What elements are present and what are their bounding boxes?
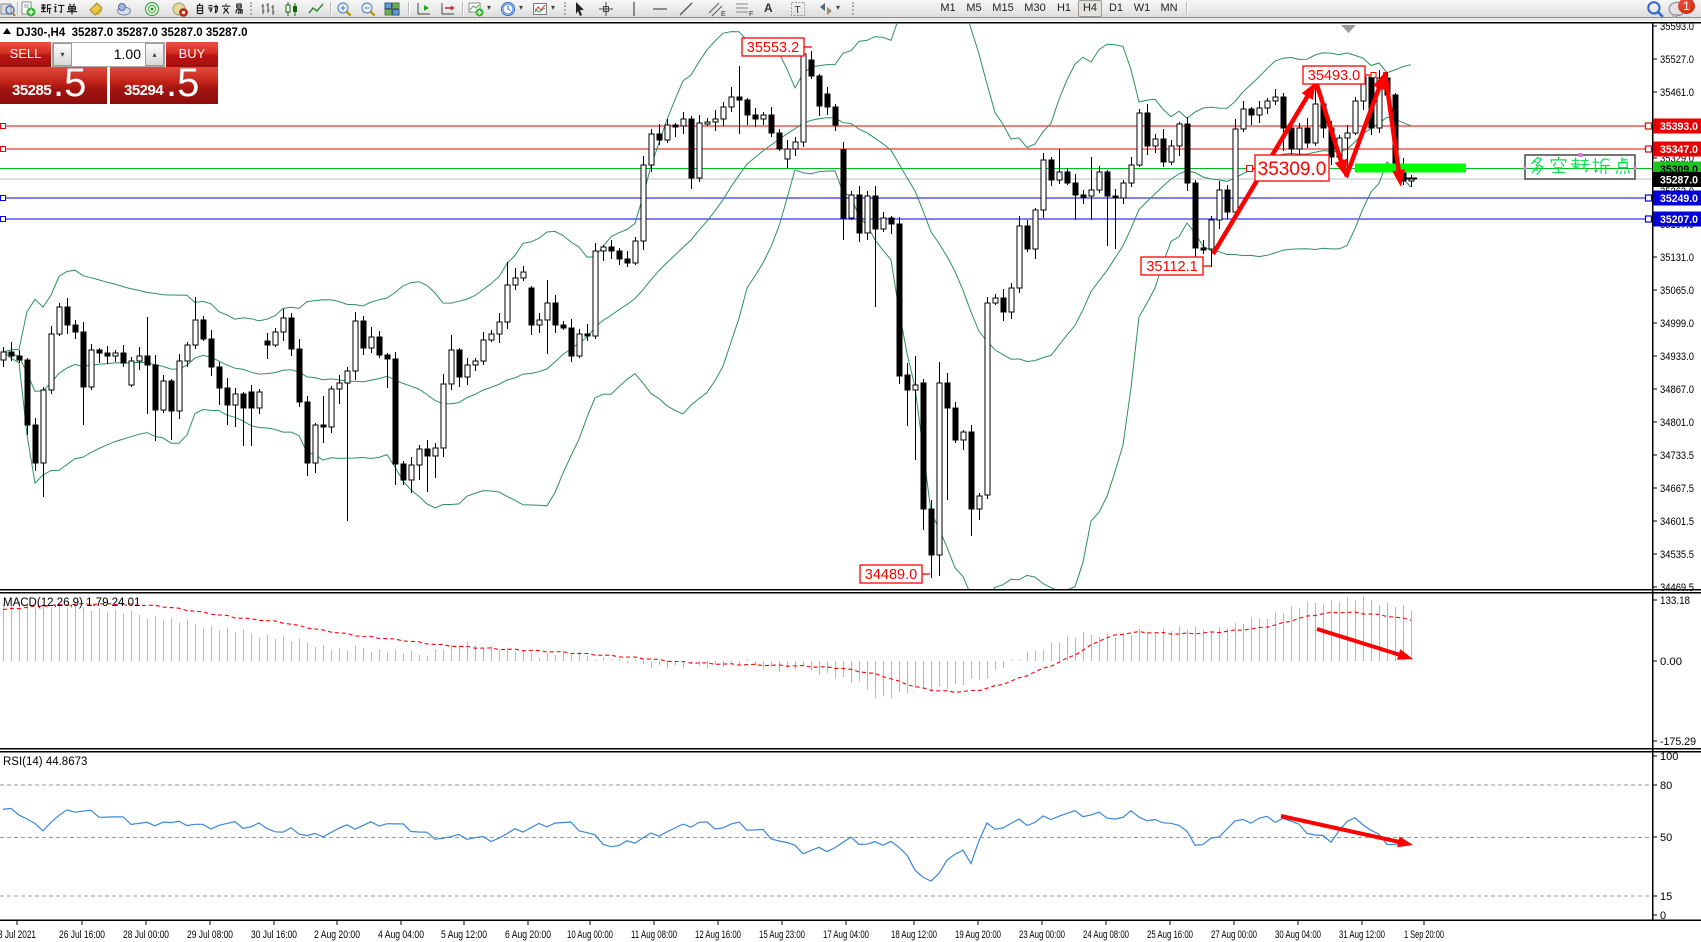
svg-text:35553.2: 35553.2: [747, 40, 799, 56]
svg-text:35347.0: 35347.0: [1660, 144, 1698, 156]
svg-text:133.18: 133.18: [1660, 595, 1690, 607]
svg-text:28 Jul 00:00: 28 Jul 00:00: [123, 929, 169, 941]
svg-text:31 Aug 12:00: 31 Aug 12:00: [1339, 929, 1385, 941]
svg-text:1 Sep 20:00: 1 Sep 20:00: [1404, 929, 1444, 941]
svg-text:MACD(12,26,9) 1.79 24.01: MACD(12,26,9) 1.79 24.01: [3, 597, 140, 609]
svg-text:24 Aug 08:00: 24 Aug 08:00: [1083, 929, 1129, 941]
svg-text:4 Aug 04:00: 4 Aug 04:00: [378, 929, 424, 941]
svg-text:23 Aug 00:00: 23 Aug 00:00: [1019, 929, 1065, 941]
svg-text:34535.5: 34535.5: [1660, 549, 1694, 561]
svg-text:34999.0: 34999.0: [1660, 318, 1694, 330]
svg-text:2 Aug 20:00: 2 Aug 20:00: [314, 929, 360, 941]
svg-text:5 Aug 12:00: 5 Aug 12:00: [441, 929, 487, 941]
svg-text:35593.0: 35593.0: [1660, 21, 1694, 33]
svg-text:T: T: [795, 5, 801, 16]
svg-text:0.00: 0.00: [1660, 656, 1682, 668]
svg-text:17 Aug 04:00: 17 Aug 04:00: [823, 929, 869, 941]
svg-text:-175.29: -175.29: [1660, 736, 1696, 748]
svg-text:10 Aug 00:00: 10 Aug 00:00: [567, 929, 613, 941]
svg-text:15 Aug 23:00: 15 Aug 23:00: [759, 929, 805, 941]
svg-text:34733.5: 34733.5: [1660, 450, 1694, 462]
svg-text:34667.5: 34667.5: [1660, 483, 1694, 495]
svg-text:35493.0: 35493.0: [1308, 68, 1360, 84]
svg-text:34489.0: 34489.0: [865, 567, 917, 583]
svg-text:35207.0: 35207.0: [1660, 214, 1698, 226]
svg-text:0: 0: [1660, 910, 1666, 922]
svg-text:50: 50: [1660, 832, 1672, 844]
svg-text:35461.0: 35461.0: [1660, 87, 1694, 99]
svg-text:18 Aug 12:00: 18 Aug 12:00: [891, 929, 937, 941]
svg-text:15: 15: [1660, 891, 1672, 903]
svg-text:DJ30-,H4 35287.0 35287.0 3528: DJ30-,H4 35287.0 35287.0 35287.0 35287.0: [16, 27, 247, 39]
svg-text:35112.1: 35112.1: [1146, 259, 1197, 275]
svg-text:RSI(14) 44.8673: RSI(14) 44.8673: [3, 756, 87, 768]
svg-text:12 Aug 16:00: 12 Aug 16:00: [695, 929, 741, 941]
svg-text:F: F: [749, 11, 753, 17]
svg-text:11 Aug 08:00: 11 Aug 08:00: [631, 929, 677, 941]
svg-text:35393.0: 35393.0: [1660, 121, 1698, 133]
svg-text:35309.0: 35309.0: [1258, 159, 1327, 180]
svg-text:34801.0: 34801.0: [1660, 417, 1694, 429]
svg-text:27 Aug 00:00: 27 Aug 00:00: [1211, 929, 1257, 941]
svg-text:6 Aug 20:00: 6 Aug 20:00: [505, 929, 551, 941]
svg-text:E: E: [721, 11, 726, 17]
svg-text:35065.0: 35065.0: [1660, 285, 1694, 297]
svg-text:29 Jul 08:00: 29 Jul 08:00: [187, 929, 233, 941]
svg-text:100: 100: [1660, 751, 1678, 763]
svg-text:34469.5: 34469.5: [1660, 582, 1694, 594]
svg-text:34601.5: 34601.5: [1660, 516, 1694, 528]
svg-text:35131.0: 35131.0: [1660, 252, 1694, 264]
svg-text:3 Jul 2021: 3 Jul 2021: [0, 929, 36, 941]
svg-text:80: 80: [1660, 780, 1672, 792]
svg-text:34933.0: 34933.0: [1660, 351, 1694, 363]
svg-text:34867.0: 34867.0: [1660, 384, 1694, 396]
svg-text:30 Aug 04:00: 30 Aug 04:00: [1275, 929, 1321, 941]
svg-text:19 Aug 20:00: 19 Aug 20:00: [955, 929, 1001, 941]
svg-text:25 Aug 16:00: 25 Aug 16:00: [1147, 929, 1193, 941]
svg-text:35527.0: 35527.0: [1660, 54, 1694, 66]
svg-text:26 Jul 16:00: 26 Jul 16:00: [59, 929, 105, 941]
svg-text:30 Jul 16:00: 30 Jul 16:00: [251, 929, 297, 941]
svg-text:35287.0: 35287.0: [1660, 175, 1698, 187]
svg-text:35249.0: 35249.0: [1660, 193, 1698, 205]
